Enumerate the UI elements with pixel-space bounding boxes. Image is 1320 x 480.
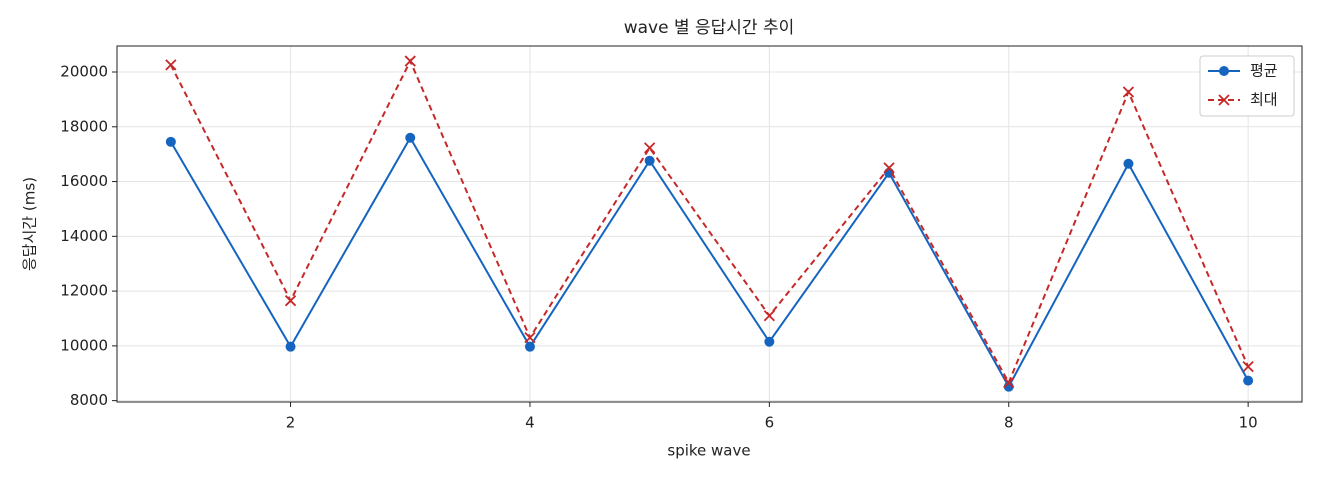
marker	[1122, 86, 1135, 98]
y-tick-label: 10000	[60, 336, 108, 354]
marker	[1242, 361, 1254, 373]
chart-title: wave 별 응답시간 추이	[624, 18, 795, 38]
y-tick-label: 20000	[60, 63, 108, 81]
marker	[1219, 66, 1229, 76]
marker	[284, 295, 297, 307]
marker	[763, 310, 775, 322]
marker	[764, 336, 775, 347]
marker	[644, 142, 656, 154]
y-tick-label: 14000	[60, 227, 108, 245]
y-tick-label: 12000	[60, 282, 108, 300]
marker	[883, 162, 895, 174]
x-axis-label: spike wave	[667, 442, 750, 460]
marker	[1218, 94, 1230, 106]
marker-shape	[1122, 86, 1135, 98]
marker	[285, 341, 296, 352]
marker-shape	[404, 55, 416, 67]
marker-shape	[165, 59, 177, 71]
x-tick-label: 10	[1239, 414, 1258, 432]
plot-frame	[116, 45, 1303, 403]
x-tick-label: 8	[1004, 414, 1014, 432]
marker-shape	[1242, 361, 1254, 373]
marker	[644, 155, 655, 166]
x-tick-label: 4	[525, 414, 535, 432]
legend-box	[1199, 55, 1295, 117]
y-tick-label: 8000	[70, 391, 108, 409]
marker	[1003, 376, 1015, 389]
x-tick-label: 2	[286, 414, 296, 432]
marker-shape	[1003, 376, 1015, 389]
marker	[165, 136, 176, 147]
marker-shape	[763, 310, 775, 322]
marker-shape	[524, 332, 536, 344]
marker	[404, 55, 416, 67]
marker-shape	[644, 142, 656, 154]
marker-shape	[284, 295, 297, 307]
y-tick-label: 16000	[60, 172, 108, 190]
x-tick-label: 6	[765, 414, 775, 432]
marker	[1243, 375, 1254, 386]
y-axis-label: 응답시간 (ms)	[21, 177, 39, 271]
marker	[405, 132, 416, 143]
marker	[524, 341, 535, 352]
marker-shape	[1218, 94, 1230, 106]
series-line	[169, 58, 1250, 385]
series-line	[170, 135, 1250, 389]
legend-label: 최대	[1250, 91, 1278, 109]
legend-label: 평균	[1250, 62, 1278, 80]
marker	[1123, 158, 1134, 169]
marker	[524, 332, 536, 344]
y-tick-label: 18000	[60, 117, 108, 135]
marker	[165, 59, 177, 71]
marker-shape	[883, 162, 895, 174]
